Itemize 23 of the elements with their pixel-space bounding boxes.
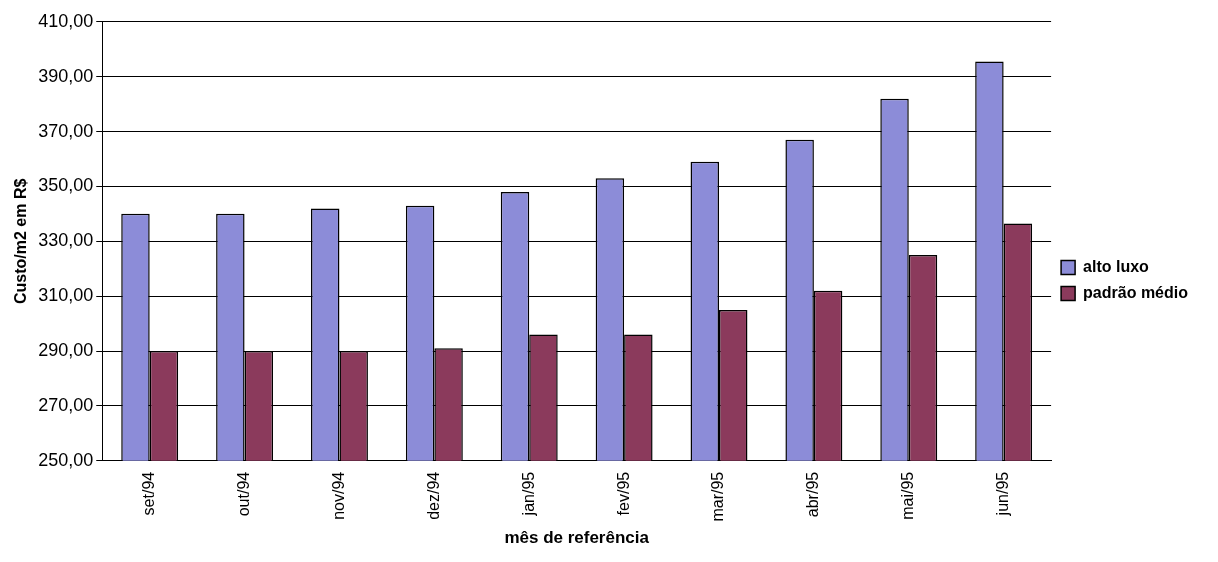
y-tick-label: 330,00 <box>38 230 94 251</box>
y-tick-label: 410,00 <box>38 10 94 31</box>
y-tick-label: 390,00 <box>38 65 94 86</box>
x-tick-label: jan/95 <box>519 471 537 517</box>
legend-label: padrão médio <box>1083 283 1189 301</box>
x-axis-title: mês de referência <box>504 528 650 548</box>
y-axis-title: Custo/m2 em R$ <box>12 178 30 304</box>
legend-label: alto luxo <box>1083 257 1150 275</box>
x-tick-label: abr/95 <box>804 471 822 518</box>
x-tick-label: set/94 <box>140 471 158 516</box>
x-tick-label: jun/95 <box>994 471 1012 517</box>
x-tick-label: dez/94 <box>424 471 442 520</box>
x-tick-label: fev/95 <box>614 471 632 516</box>
x-tick-label: out/94 <box>234 471 252 517</box>
x-tick-label: nov/94 <box>329 471 347 520</box>
x-tick-label: mar/95 <box>709 471 727 522</box>
y-tick-label: 270,00 <box>38 394 94 415</box>
y-tick-label: 350,00 <box>38 175 94 196</box>
y-tick-label: 250,00 <box>38 449 94 470</box>
x-tick-label: mai/95 <box>899 471 917 520</box>
y-tick-label: 370,00 <box>38 120 94 141</box>
y-tick-label: 310,00 <box>38 285 94 306</box>
y-tick-label: 290,00 <box>38 340 94 361</box>
